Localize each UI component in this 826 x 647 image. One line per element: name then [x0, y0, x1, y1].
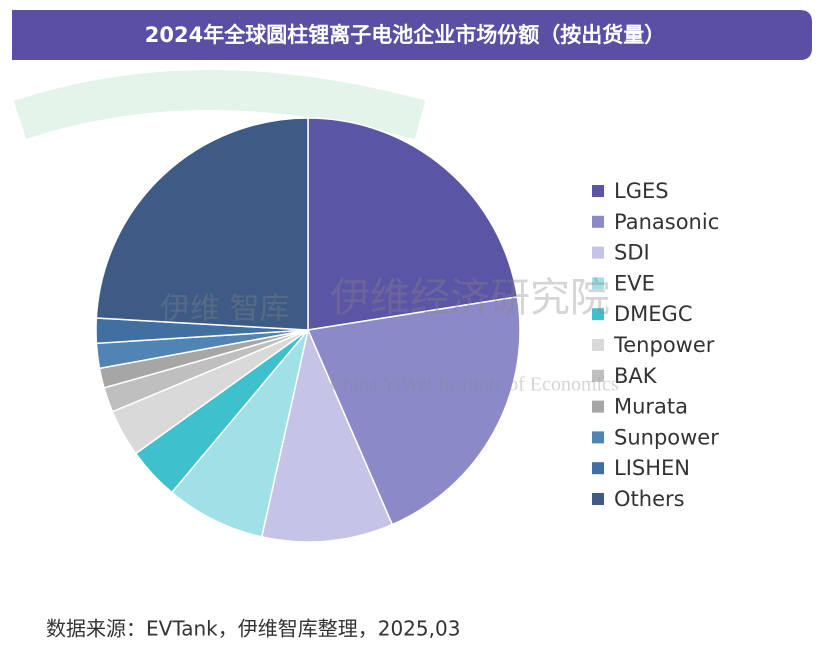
- legend-label: DMEGC: [614, 302, 693, 326]
- legend-label: Murata: [614, 395, 688, 419]
- legend-swatch: [592, 308, 604, 321]
- source-note: 数据来源：EVTank，伊维智库整理，2025,03: [46, 617, 460, 641]
- legend-label: Tenpower: [613, 333, 715, 357]
- legend-label: EVE: [614, 271, 655, 295]
- legend-swatch: [592, 185, 604, 197]
- legend-label: Panasonic: [614, 210, 719, 234]
- legend-swatch: [592, 215, 604, 228]
- legend-label: LISHEN: [614, 456, 690, 480]
- chart-title: 2024年全球圆柱锂离子电池企业市场份额（按出货量）: [145, 23, 665, 47]
- pie-slice: [170, 329, 309, 538]
- legend-label: LGES: [614, 179, 669, 203]
- watermark-logo: 伊维 智库: [160, 292, 290, 327]
- watermark-text: 伊维经济研究院: [330, 275, 610, 321]
- legend-label: SDI: [614, 241, 650, 265]
- pie-slice: [260, 327, 394, 543]
- legend-label: Sunpower: [614, 425, 719, 449]
- legend-swatch: [592, 277, 604, 290]
- legend-swatch: [592, 369, 604, 382]
- watermark-text: China YiWei Institute of Economics: [330, 374, 619, 396]
- legend-swatch: [592, 462, 604, 475]
- pie-slice: [95, 117, 309, 331]
- legend-swatch: [592, 246, 604, 259]
- pie: [95, 117, 521, 543]
- pie-slice: [306, 295, 521, 526]
- legend-swatch: [592, 339, 604, 351]
- legend-swatch: [592, 493, 604, 505]
- legend: LGES Panasonic SDI EVE DMEGC Tenpower BAK Murat…: [592, 179, 719, 511]
- pie-slice: [307, 117, 519, 331]
- watermark-swoosh: [13, 70, 426, 140]
- legend-label: BAK: [614, 364, 658, 388]
- legend-swatch: [592, 400, 604, 413]
- legend-swatch: [592, 431, 604, 444]
- legend-label: Others: [614, 487, 685, 511]
- title-banner: [12, 10, 812, 60]
